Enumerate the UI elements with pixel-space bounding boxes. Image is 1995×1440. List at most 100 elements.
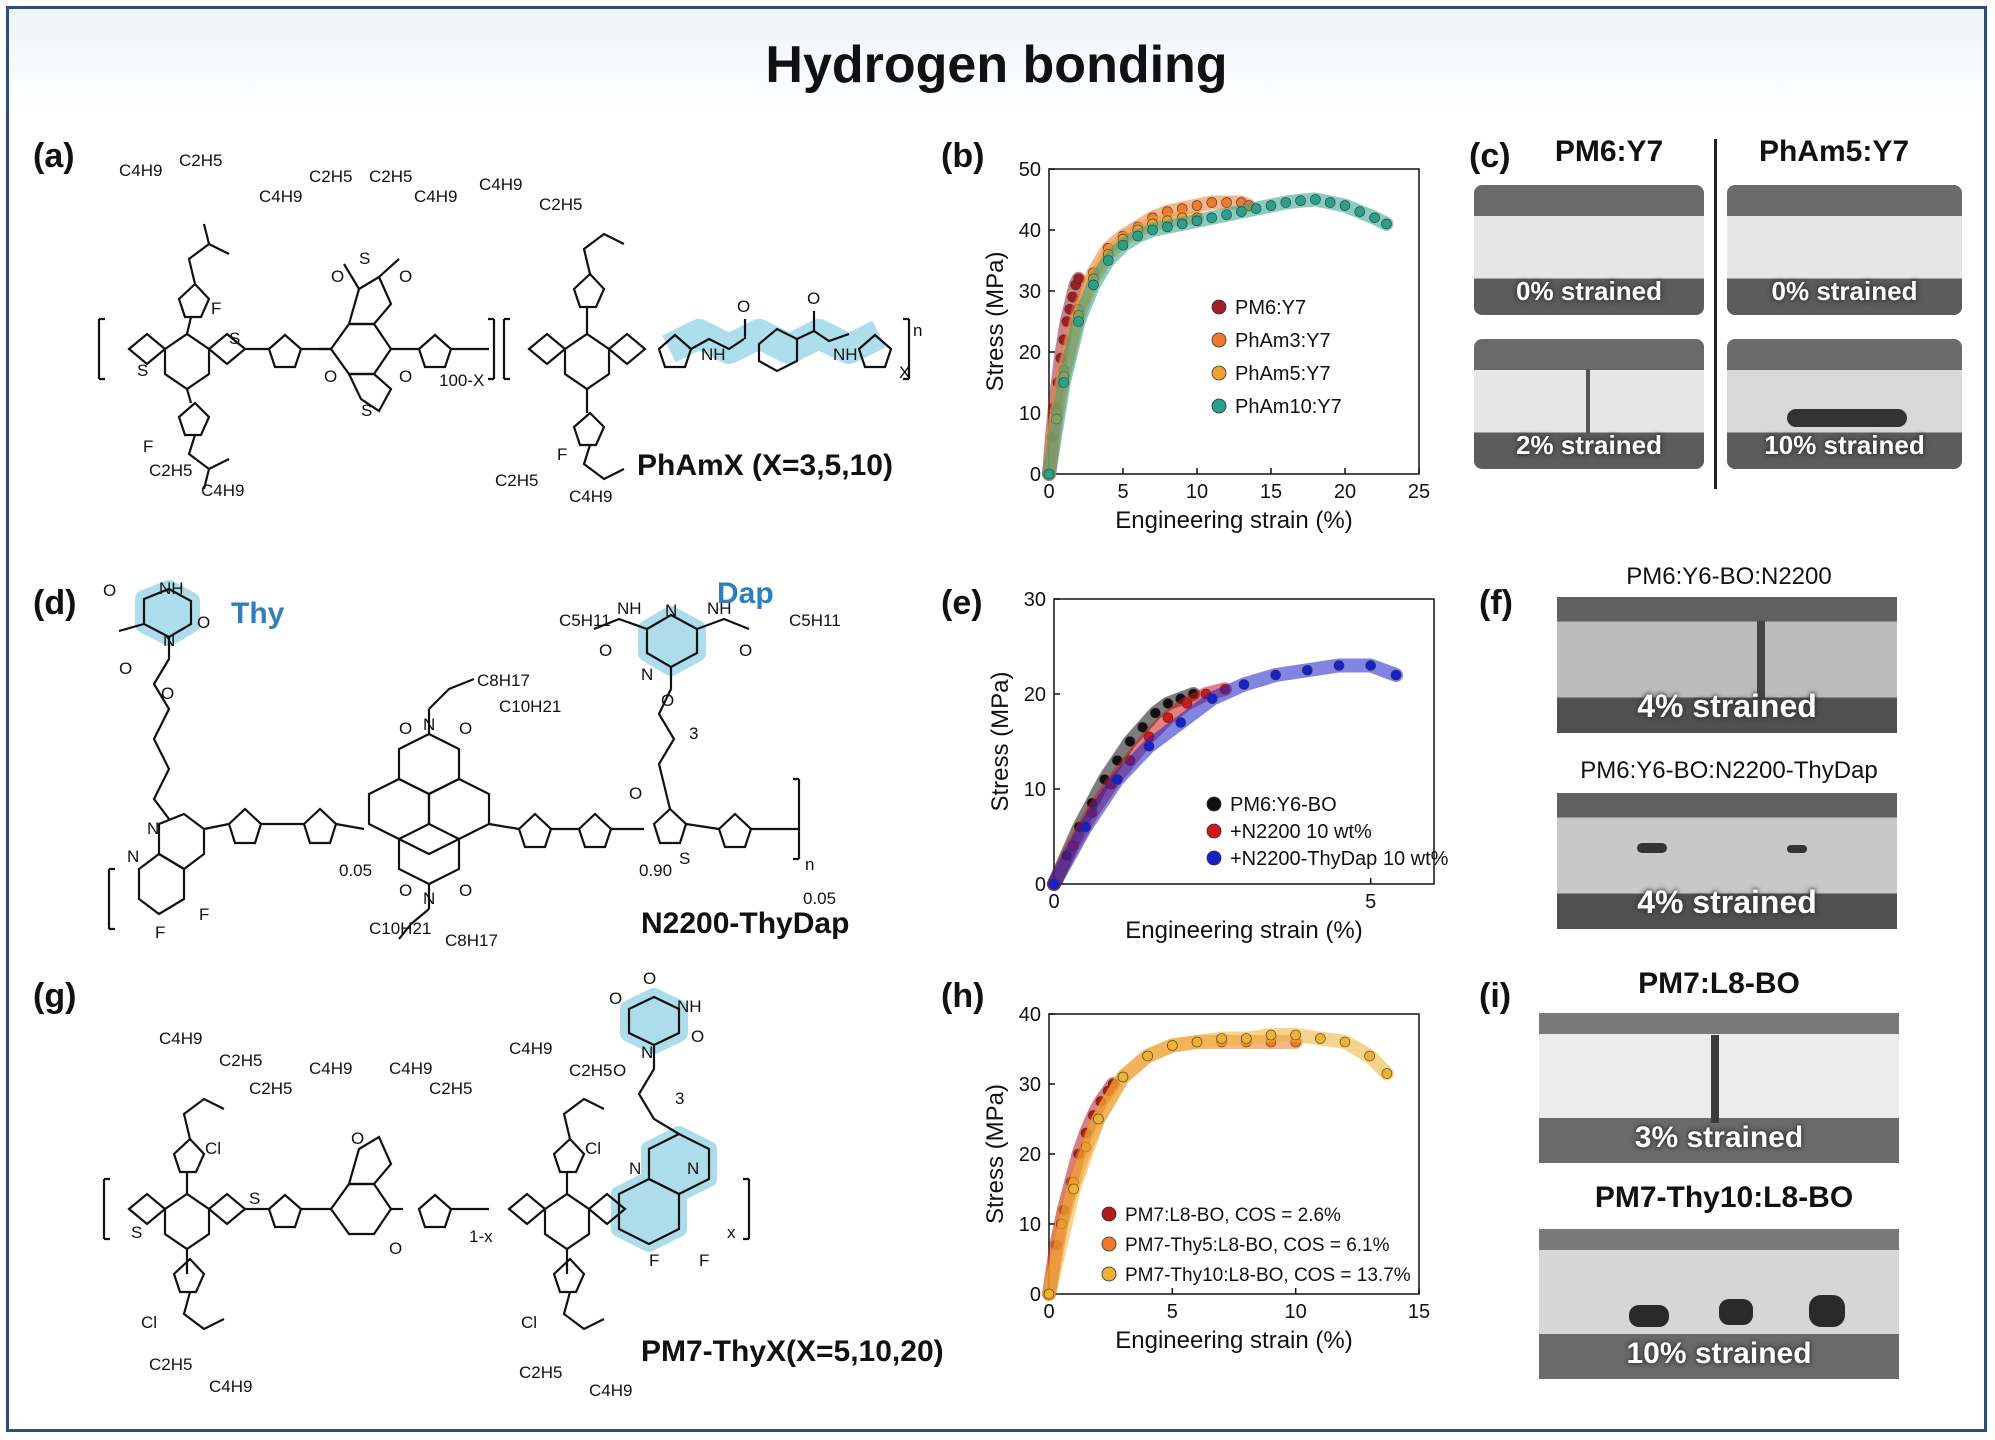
point-b-3-10 [1191,215,1203,227]
sub-g-19: C4H9 [209,1377,253,1396]
photo-c-3-strain: 2% strained [1516,430,1662,460]
photo-f-header-1: PM6:Y6-BO:N2200 [1626,563,1832,590]
point-h-2-13 [1364,1050,1375,1062]
sub-g-10: Cl [585,1139,602,1158]
legend-marker-e-0 [1206,796,1222,812]
chart-b: 0 5 10 15 20 25 0 10 20 30 40 50 Engineering strain … [982,159,1430,534]
sub-d-0: O [103,581,117,600]
point-b-3-13 [1236,206,1247,218]
structure-g-drawing [102,988,751,1331]
x-tick-label-h-2: 10 [1285,1301,1307,1323]
sub-a-10: F [557,445,568,464]
photo-i-2-strain: 10% strained [1626,1337,1812,1370]
sub-d-35: n [805,855,815,874]
photo-i-1-strain: 3% strained [1634,1121,1804,1154]
photo-f-1-strain: 4% strained [1637,688,1817,724]
point-h-2-14 [1381,1068,1393,1079]
point-h-2-7 [1216,1033,1227,1044]
y-tick-label-b-0: 0 [1030,464,1041,486]
point-e-2-3 [1143,740,1155,752]
sub-g-27: F [649,1251,660,1270]
structure-g-name: PM7-ThyX(X=5,10,20) [641,1335,944,1368]
figure-frame: Hydrogen bonding (a) (b) (c) (d) (e) (f)… [6,6,1987,1432]
sub-a-4: C2H5 [369,167,413,186]
legend-marker-e-1 [1206,823,1222,839]
point-b-3-16 [1280,197,1292,208]
panel-label-a: (a) [33,137,75,175]
sub-d-11: O [399,881,413,900]
sub-d-33: 0.90 [639,861,673,880]
x-tick-label-h-1: 5 [1167,1301,1178,1323]
x-axis-label-e: Engineering strain (%) [1125,917,1362,944]
sub-g-21: C4H9 [589,1381,633,1400]
sub-d-10: N [423,715,436,734]
sub-a-25: n [913,321,923,340]
sub-g-25: N [687,1159,700,1178]
sub-a-13: S [359,249,371,268]
y-tick-label-h-3: 30 [1019,1074,1041,1096]
y-tick-label-e-0: 0 [1035,874,1046,896]
point-e-2-9 [1333,660,1345,671]
point-h-2-4 [1142,1050,1153,1062]
sub-a-8: F [211,299,222,318]
x-tick-label-b-4: 20 [1334,481,1356,503]
point-b-3-23 [1381,218,1392,230]
photo-c-2-strain: 0% strained [1771,276,1918,306]
sub-d-34: 0.05 [803,889,837,908]
sub-g-18: C2H5 [149,1355,193,1374]
photo-f-2: 4% strained [1557,793,1897,929]
sub-g-0: C4H9 [159,1029,203,1048]
structure-a-drawing [97,223,911,490]
sub-g-17: x [727,1223,736,1242]
structure-a-name: PhAmX (X=3,5,10) [637,449,893,482]
point-b-3-2 [1073,316,1084,327]
sub-a-16: O [399,267,413,286]
sub-d-28: N [147,819,160,838]
y-axis-label-b: Stress (MPa) [982,251,1009,391]
point-b-3-9 [1176,218,1188,230]
sub-a-19: NH [701,345,726,364]
legend-label-b-3: PhAm10:Y7 [1235,396,1342,418]
sub-a-0: C4H9 [119,161,163,180]
y-tick-label-b-3: 30 [1019,281,1041,303]
sub-a-2: C2H5 [309,167,353,186]
point-e-2-2 [1112,774,1123,785]
point-b-3-6 [1132,230,1144,242]
legend-label-e-0: PM6:Y6-BO [1230,794,1337,816]
structure-a: C4H9 C2H5 C2H5 C4H9 C2H5 C4H9 C4H9 C2H5 … [69,149,929,509]
photo-c-divider [1714,139,1717,489]
sub-g-26: N [629,1159,642,1178]
point-b-3-3 [1088,279,1099,291]
point-e-1-7 [1181,698,1193,709]
y-tick-label-e-1: 10 [1024,779,1046,801]
sub-g-3: C4H9 [309,1059,353,1078]
legend-label-b-1: PhAm3:Y7 [1235,330,1331,352]
sub-d-6: C8H17 [477,671,530,690]
sub-a-28: C2H5 [495,471,539,490]
sub-d-14: C10H21 [369,919,432,938]
photo-c-1-strain: 0% strained [1516,276,1662,306]
point-h-2-0 [1043,1288,1055,1300]
point-b-1-13 [1221,197,1232,208]
sub-a-29: C4H9 [569,487,613,506]
point-h-2-10 [1290,1029,1301,1041]
x-tick-label-b-1: 5 [1117,481,1128,503]
sub-g-22: 3 [675,1089,685,1108]
point-h-2-9 [1265,1029,1277,1041]
legend-marker-h-2 [1101,1266,1117,1282]
title-banner [9,9,1984,117]
sub-d-24: 3 [689,724,699,743]
x-tick-label-b-5: 25 [1408,481,1430,503]
structure-d-drawing [107,580,801,940]
sub-g-23: O [613,1061,627,1080]
point-b-3-5 [1117,239,1129,251]
x-tick-label-h-0: 0 [1043,1301,1054,1323]
point-e-2-5 [1207,693,1218,705]
sub-d-4: O [119,659,133,678]
photo-i-header-1: PM7:L8-BO [1638,967,1800,1000]
point-e-2-0 [1048,878,1060,890]
sub-a-18: O [399,367,413,386]
sub-d-15: C8H17 [445,931,498,949]
sub-g-16: 1-x [469,1227,493,1246]
y-tick-label-h-2: 20 [1019,1144,1041,1166]
